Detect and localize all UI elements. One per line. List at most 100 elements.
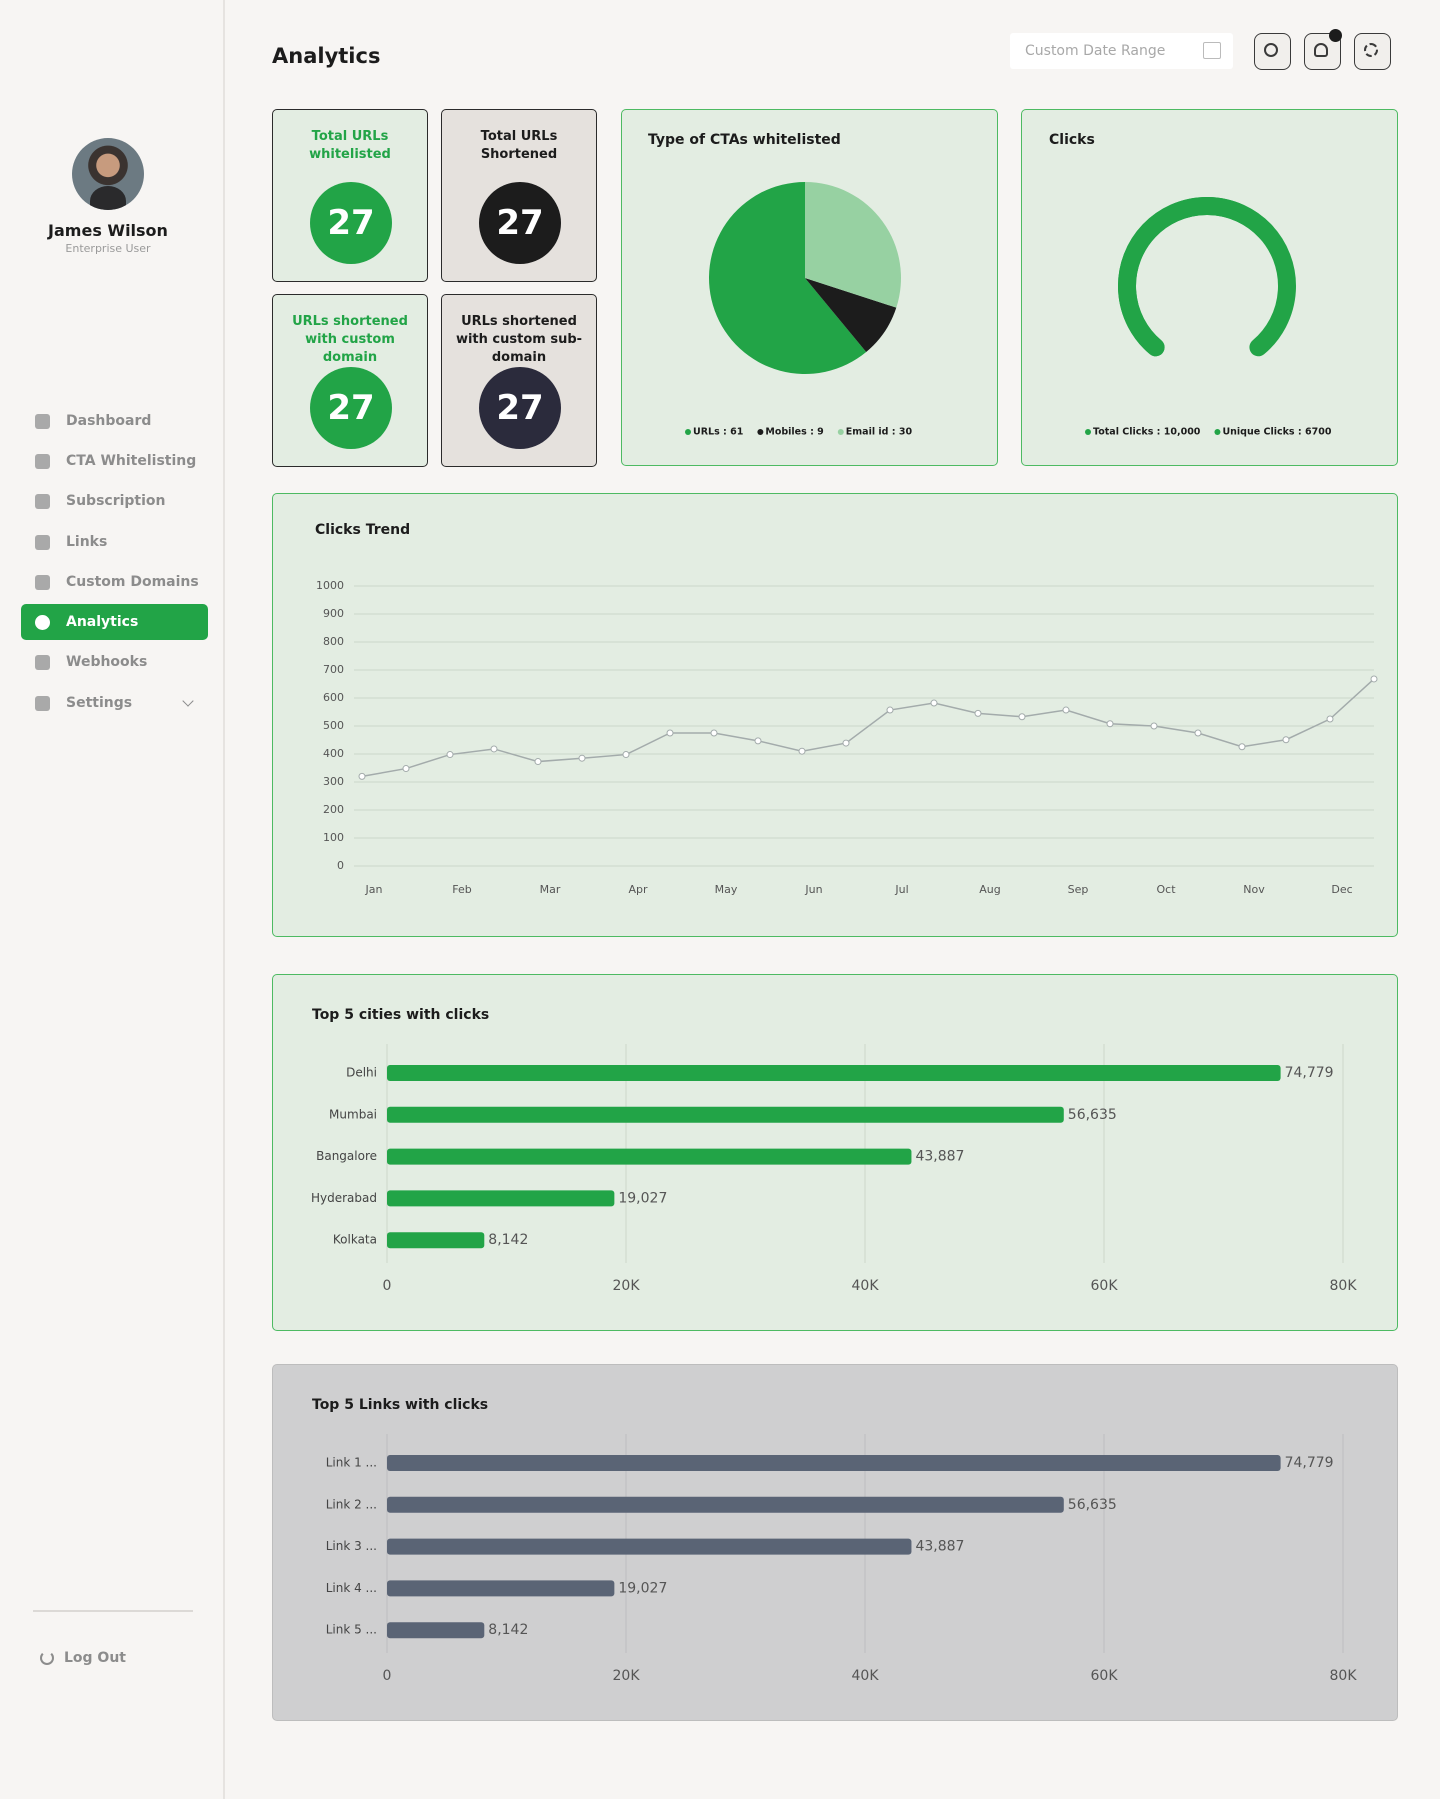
category-label: Link 1 ... bbox=[326, 1456, 377, 1470]
icon bbox=[35, 695, 50, 711]
x-tick-label: 20K bbox=[613, 1278, 641, 1294]
bar bbox=[387, 1496, 1064, 1513]
icon bbox=[1264, 43, 1278, 57]
nav-label: Subscription bbox=[66, 493, 166, 509]
nav-item[interactable]: Links bbox=[21, 524, 208, 560]
stat-card: Total URLs Shortened 27 bbox=[441, 109, 597, 282]
nav-item[interactable]: Settings bbox=[21, 685, 208, 721]
help-button[interactable] bbox=[1354, 33, 1391, 70]
logout[interactable]: Log Out bbox=[40, 1650, 126, 1666]
value-label: 19,027 bbox=[618, 1580, 667, 1596]
category-label: Kolkata bbox=[333, 1233, 377, 1247]
y-tick-label: 400 bbox=[323, 747, 344, 760]
chevron bbox=[182, 695, 194, 707]
gauge-chart: Clicks Total Clicks : 10,000 Unique Clicks… bbox=[1049, 132, 1332, 438]
placeholder: Custom Date Range bbox=[1025, 43, 1166, 59]
x-tick-label: 40K bbox=[852, 1278, 880, 1294]
stat-value: 27 bbox=[310, 182, 392, 264]
x-tick-label: 40K bbox=[852, 1668, 880, 1684]
value-label: 56,635 bbox=[1068, 1107, 1117, 1123]
stat-title: URLs shortened with custom sub-domain bbox=[455, 314, 583, 365]
x-tick-label: Jun bbox=[804, 883, 822, 896]
x-tick-label: 60K bbox=[1091, 1278, 1119, 1294]
bar bbox=[387, 1538, 912, 1555]
point bbox=[1370, 675, 1378, 683]
legend-label: Unique Clicks : 6700 bbox=[1222, 427, 1331, 438]
nav-label: Settings bbox=[66, 695, 133, 711]
bar bbox=[387, 1106, 1064, 1123]
icon bbox=[1364, 43, 1378, 57]
nav-item-active[interactable]: Analytics bbox=[21, 604, 208, 640]
bar bbox=[387, 1148, 912, 1165]
date-range-input[interactable]: Custom Date Range bbox=[1010, 33, 1233, 69]
gauge-arc bbox=[1118, 197, 1276, 357]
point bbox=[798, 747, 806, 755]
nav-label: CTA Whitelisting bbox=[66, 453, 197, 469]
chart-title: Type of CTAs whitelisted bbox=[648, 132, 841, 148]
point bbox=[1282, 736, 1290, 744]
line bbox=[361, 678, 1375, 778]
nav-item[interactable]: Custom Domains bbox=[21, 564, 208, 600]
value-label: 43,887 bbox=[915, 1149, 964, 1165]
chart-title: Top 5 Links with clicks bbox=[312, 1397, 488, 1413]
bar bbox=[387, 1065, 1281, 1081]
point bbox=[1326, 715, 1334, 723]
y-tick-label: 1000 bbox=[316, 579, 344, 592]
pie-slice bbox=[805, 278, 897, 352]
calendar-icon bbox=[1203, 42, 1221, 59]
point bbox=[666, 729, 674, 737]
bar-card: Top 5 cities with clicks 0 20K 40K 60K 80K Del… bbox=[272, 974, 1398, 1331]
y-tick-label: 500 bbox=[323, 719, 344, 732]
legend-label: URLs : 61 bbox=[693, 427, 743, 438]
nav-label: Links bbox=[66, 534, 108, 550]
x-tick-label: Dec bbox=[1331, 883, 1352, 896]
category-label: Link 5 ... bbox=[326, 1623, 377, 1637]
pie-slice bbox=[709, 182, 867, 374]
x-tick-label: 80K bbox=[1330, 1668, 1358, 1684]
nav-item[interactable]: CTA Whitelisting bbox=[21, 443, 208, 479]
y-tick-label: 800 bbox=[323, 635, 344, 648]
bar bbox=[387, 1455, 1281, 1471]
point bbox=[1062, 706, 1070, 714]
line-chart: Clicks Trend 0 100 200 300 400 500 600 700 800 900… bbox=[315, 522, 1378, 896]
avatar bbox=[72, 138, 144, 210]
value-label: 74,779 bbox=[1285, 1455, 1334, 1471]
legend-dot bbox=[1214, 429, 1221, 435]
x-tick-label: Feb bbox=[452, 883, 471, 896]
nav-label: Custom Domains bbox=[66, 574, 199, 590]
point bbox=[1106, 720, 1114, 728]
legend-label: Mobiles : 9 bbox=[765, 427, 823, 438]
x-tick-label: Aug bbox=[979, 883, 1000, 896]
user-role: Enterprise User bbox=[65, 242, 151, 255]
category-label: Link 2 ... bbox=[326, 1497, 377, 1511]
point bbox=[402, 765, 410, 773]
sidebar: James Wilson Enterprise User Dashboard C… bbox=[0, 0, 225, 1799]
icon bbox=[1314, 43, 1328, 57]
x-tick-label: 0 bbox=[383, 1278, 392, 1294]
point bbox=[1150, 722, 1158, 730]
notification-badge bbox=[1329, 29, 1342, 42]
point bbox=[578, 754, 586, 762]
nav-label: Webhooks bbox=[66, 654, 148, 670]
bar bbox=[387, 1190, 615, 1207]
x-tick-label: Oct bbox=[1156, 883, 1176, 896]
nav-item[interactable]: Subscription bbox=[21, 483, 208, 519]
value-label: 8,142 bbox=[488, 1232, 528, 1248]
nav-item[interactable]: Webhooks bbox=[21, 644, 208, 680]
bar bbox=[387, 1622, 485, 1639]
x-tick-label: Mar bbox=[540, 883, 561, 896]
x-tick-label: Sep bbox=[1068, 883, 1089, 896]
legend-dot bbox=[1085, 429, 1091, 435]
value-label: 74,779 bbox=[1285, 1065, 1334, 1081]
search-button[interactable] bbox=[1254, 33, 1291, 70]
stat-title: Total URLs whitelisted bbox=[309, 129, 391, 162]
y-tick-label: 600 bbox=[323, 691, 344, 704]
value-label: 19,027 bbox=[618, 1190, 667, 1206]
nav-item[interactable]: Dashboard bbox=[21, 403, 208, 439]
x-tick-label: 0 bbox=[383, 1668, 392, 1684]
chart-title: Top 5 cities with clicks bbox=[312, 1007, 489, 1023]
divider bbox=[33, 1610, 193, 1612]
stat-value: 27 bbox=[479, 182, 561, 264]
category-label: Bangalore bbox=[316, 1149, 377, 1163]
x-tick-label: Jul bbox=[894, 883, 908, 896]
